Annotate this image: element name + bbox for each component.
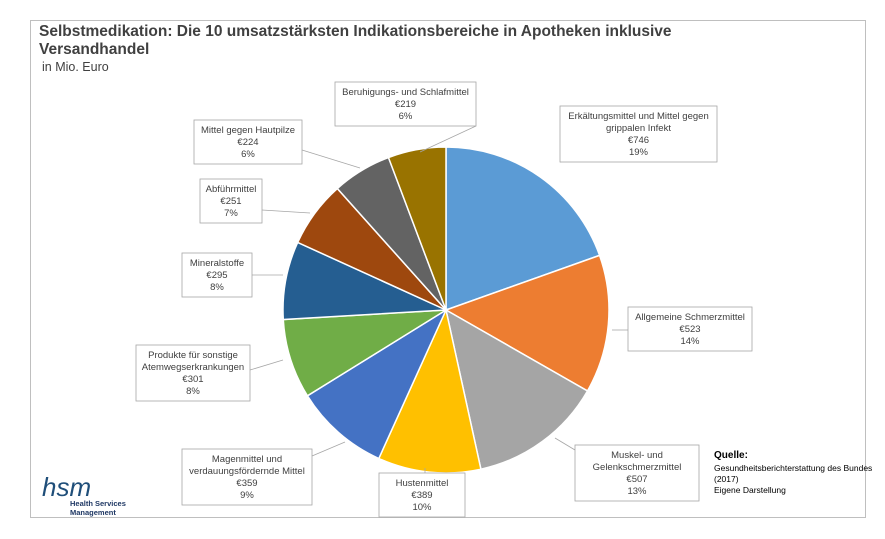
logo-line-2: Management	[70, 508, 116, 517]
logo-mark: hsm	[42, 472, 91, 502]
source-note: Quelle: Gesundheitsberichterstattung des…	[714, 450, 874, 496]
data-label-value: €301	[182, 374, 203, 385]
data-label-value: €219	[395, 99, 416, 110]
pie-slice	[387, 146, 447, 311]
source-line-2: Eigene Darstellung	[714, 485, 786, 495]
data-label-box	[574, 444, 700, 502]
data-label-box	[193, 119, 303, 165]
leader-line	[301, 149, 361, 169]
data-label-value: €359	[236, 478, 257, 489]
data-label-category: Hustenmittel	[396, 478, 449, 489]
data-label-value: €523	[679, 324, 700, 335]
data-label-box	[199, 178, 263, 224]
leader-line	[419, 125, 477, 153]
data-label-value: €507	[626, 474, 647, 485]
data-label-category: Atemwegserkrankungen	[142, 362, 244, 373]
data-label-percent: 7%	[224, 208, 238, 219]
data-label-value: €251	[220, 196, 241, 207]
chart-frame	[30, 20, 866, 518]
data-label-value: €224	[237, 137, 258, 148]
data-label-category: Erkältungsmittel und Mittel gegen	[568, 111, 708, 122]
data-label-value: €389	[411, 490, 432, 501]
logo-line-1: Health Services	[70, 499, 126, 508]
chart-subtitle: in Mio. Euro	[42, 60, 109, 74]
leader-line	[554, 437, 576, 451]
data-label-box	[181, 448, 313, 506]
leader-line	[311, 441, 346, 457]
data-label-percent: 10%	[412, 502, 432, 513]
pie-slice	[445, 146, 601, 312]
pie-slice	[444, 254, 610, 392]
leader-line	[261, 209, 311, 214]
data-label-percent: 9%	[240, 490, 254, 501]
data-label-value: €746	[628, 135, 649, 146]
data-label-percent: 14%	[680, 336, 700, 347]
data-label-box	[334, 81, 477, 127]
data-label-box	[378, 472, 466, 518]
data-label-percent: 8%	[210, 282, 224, 293]
data-label-percent: 13%	[627, 486, 647, 497]
data-label-box	[559, 105, 718, 163]
data-label-category: Mineralstoffe	[190, 258, 244, 269]
data-label-category: Gelenkschmerzmittel	[593, 462, 682, 473]
data-label-box	[135, 344, 251, 402]
data-label-percent: 8%	[186, 386, 200, 397]
data-label-category: Magenmittel und	[212, 454, 282, 465]
pie-slice	[444, 308, 589, 471]
data-label-value: €295	[206, 270, 227, 281]
data-label-category: verdauungsfördernde Mittel	[189, 466, 305, 477]
data-label-percent: 19%	[629, 147, 649, 158]
data-label-box	[627, 306, 753, 352]
data-label-category: Muskel- und	[611, 450, 663, 461]
data-label-category: Abführmittel	[206, 184, 257, 195]
hsm-logo: hsm Health Services Management	[42, 472, 126, 517]
chart-title: Selbstmedikation: Die 10 umsatzstärksten…	[39, 23, 672, 58]
data-label-category: Mittel gegen Hautpilze	[201, 125, 295, 136]
data-label-category: Produkte für sonstige	[148, 350, 238, 361]
pie-slice	[377, 307, 482, 474]
data-label-percent: 6%	[241, 149, 255, 160]
data-label-box	[181, 252, 253, 298]
data-label-percent: 6%	[399, 111, 413, 122]
data-label-category: grippalen Infekt	[606, 123, 671, 134]
source-line-1: Gesundheitsberichterstattung des Bundes …	[714, 463, 873, 484]
data-label-category: Allgemeine Schmerzmittel	[635, 312, 745, 323]
leader-line	[249, 359, 284, 371]
data-label-category: Beruhigungs- und Schlafmittel	[342, 87, 469, 98]
source-heading: Quelle:	[714, 450, 748, 461]
pie-slice	[306, 308, 448, 460]
